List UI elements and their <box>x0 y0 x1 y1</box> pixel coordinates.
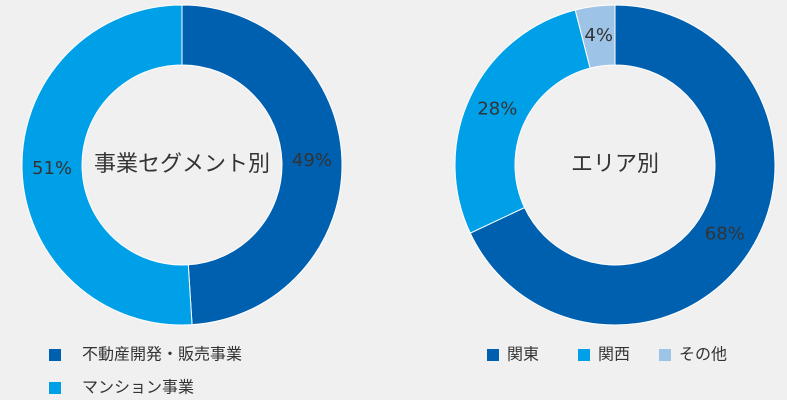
center-title: エリア別 <box>571 152 659 177</box>
legend-swatch <box>487 349 499 361</box>
donut-hole <box>83 66 281 264</box>
slice <box>181 4 343 326</box>
legend-label: 関西 <box>598 345 630 364</box>
legend-swatch <box>49 349 61 361</box>
slice <box>454 9 591 234</box>
slice-label: 51% <box>32 158 72 179</box>
legend-swatch <box>578 349 590 361</box>
legend-label: その他 <box>679 345 727 364</box>
legend-swatch <box>659 349 671 361</box>
slice-label: 4% <box>584 25 613 46</box>
legend-label: 関東 <box>507 345 539 364</box>
slice-label: 68% <box>705 224 745 245</box>
legend-swatch <box>49 382 61 394</box>
center-title: 事業セグメント別 <box>94 152 270 177</box>
legend-label: 不動産開発・販売事業 <box>82 345 242 364</box>
slice <box>469 4 776 326</box>
slice-label: 49% <box>292 150 332 171</box>
donut-hole <box>516 66 714 264</box>
legend-label: マンション事業 <box>82 378 194 397</box>
slice-label: 28% <box>477 99 517 120</box>
slice <box>574 4 616 69</box>
slice <box>21 4 193 326</box>
